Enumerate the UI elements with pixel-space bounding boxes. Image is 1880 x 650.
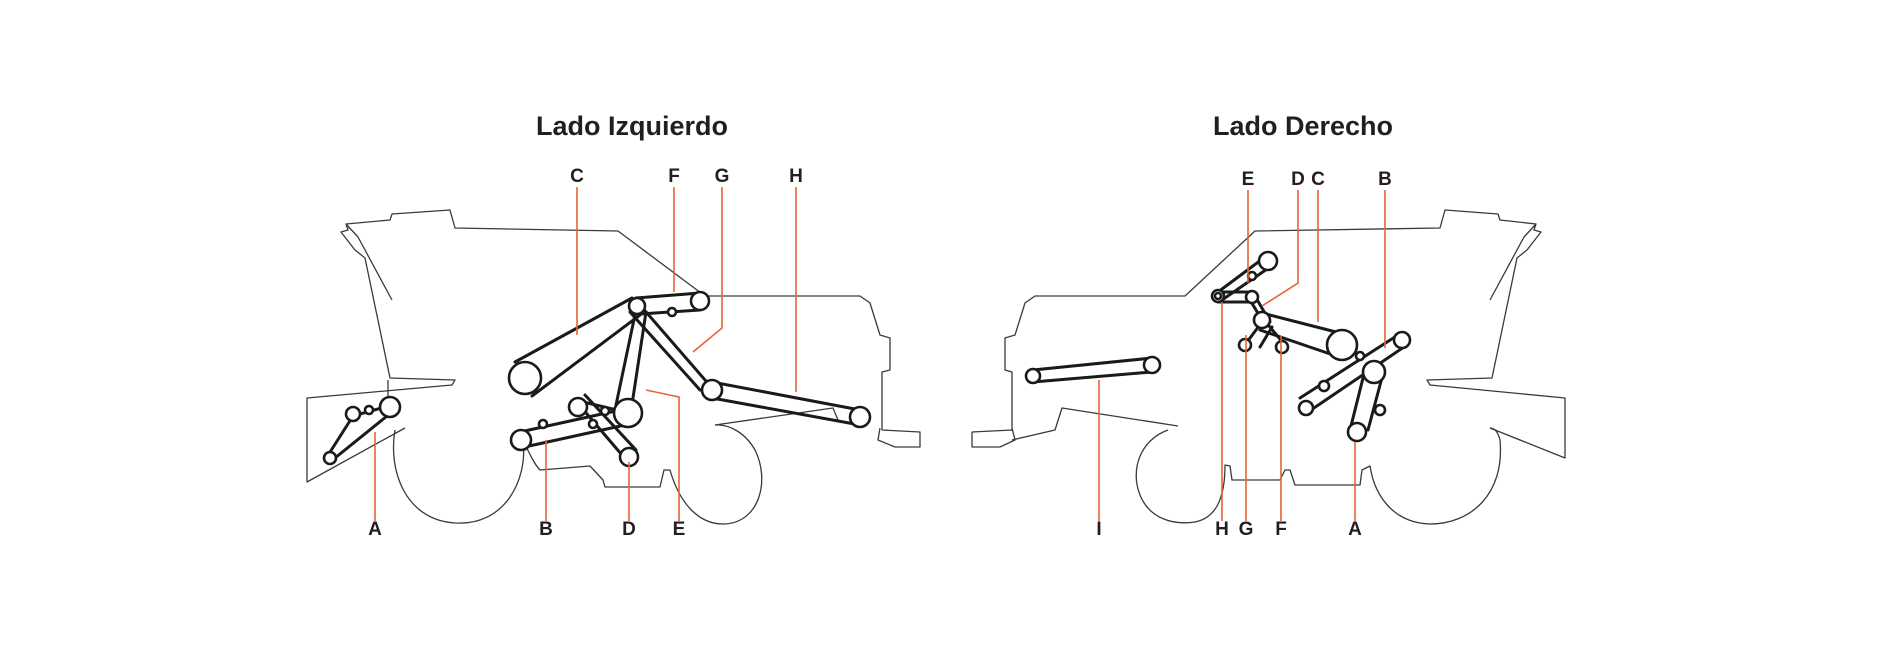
left-leaders <box>374 187 797 521</box>
pulley <box>1252 310 1272 330</box>
pulley <box>322 450 338 466</box>
pulley <box>1213 291 1223 301</box>
right-machine-outline <box>971 209 1566 525</box>
label-e-left: E <box>673 519 686 540</box>
pulley <box>507 360 543 396</box>
pulley <box>700 378 724 402</box>
left-belts <box>323 291 862 464</box>
belt-g-right <box>1245 294 1287 349</box>
label-d-right: D <box>1291 169 1305 190</box>
left-view: Lado Izquierdo <box>306 111 921 540</box>
belt-i-right <box>1031 356 1154 384</box>
right-belts <box>1031 255 1406 432</box>
pulley <box>1257 250 1279 272</box>
pulley <box>1024 367 1042 385</box>
pulley <box>1317 379 1331 393</box>
pulley <box>848 405 872 429</box>
pulley <box>344 405 362 423</box>
pulley <box>1244 289 1260 305</box>
label-b-right: B <box>1378 169 1392 190</box>
pulley <box>627 296 647 316</box>
pulley <box>689 290 711 312</box>
label-c-left: C <box>570 166 584 187</box>
pulley <box>567 396 589 418</box>
pulley <box>1274 339 1290 355</box>
pulley <box>1392 330 1412 350</box>
belt-e-right <box>1216 255 1272 302</box>
pulley <box>1346 421 1368 443</box>
pulley <box>509 428 533 452</box>
label-c-right: C <box>1311 169 1325 190</box>
left-label-group: C F G H A B D E <box>368 166 803 540</box>
label-h-left: H <box>789 166 803 187</box>
pulley <box>1354 350 1366 362</box>
belt-c-left <box>513 296 642 398</box>
pulley <box>1237 337 1253 353</box>
pulley <box>363 404 375 416</box>
pulley <box>1297 399 1315 417</box>
right-pulleys <box>1024 250 1412 443</box>
label-a-left: A <box>368 519 382 540</box>
label-i-right: I <box>1096 519 1101 540</box>
right-leaders <box>1098 190 1386 521</box>
right-label-group: E D C B I H G F A <box>1096 169 1392 540</box>
right-title: Lado Derecho <box>1213 111 1393 141</box>
pulley <box>1361 359 1387 385</box>
left-title: Lado Izquierdo <box>536 111 728 141</box>
label-g-right: G <box>1239 519 1254 540</box>
belt-d-left <box>614 308 648 407</box>
label-e-right: E <box>1242 169 1255 190</box>
label-h-right: H <box>1215 519 1229 540</box>
label-g-left: G <box>715 166 730 187</box>
pulley <box>537 418 549 430</box>
label-d-left: D <box>622 519 636 540</box>
belt-g-left <box>628 303 714 392</box>
left-pulleys <box>322 290 872 468</box>
pulley <box>1373 403 1387 417</box>
left-machine-outline <box>306 209 921 525</box>
pulley <box>666 306 678 318</box>
label-f-right: F <box>1275 519 1287 540</box>
label-f-left: F <box>668 166 680 187</box>
belt-b-right <box>1298 333 1406 414</box>
pulley <box>1325 328 1359 362</box>
pulley <box>1246 270 1258 282</box>
pulley <box>599 405 611 417</box>
pulley <box>1142 355 1162 375</box>
label-b-left: B <box>539 519 553 540</box>
pulley <box>612 397 644 429</box>
belt-h-left <box>710 380 862 427</box>
label-a-right: A <box>1348 519 1362 540</box>
right-view: Lado Derecho <box>971 111 1566 540</box>
pulley <box>378 395 402 419</box>
pulley <box>587 418 599 430</box>
